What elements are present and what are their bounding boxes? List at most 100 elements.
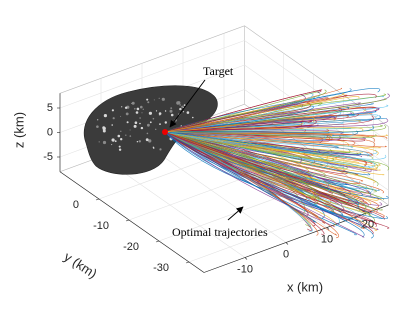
y-tick-label: -30 <box>153 262 169 274</box>
asteroid-spot <box>133 124 137 128</box>
trajectory <box>164 131 365 230</box>
asteroid-spot <box>152 146 155 148</box>
asteroid-spot <box>111 144 113 146</box>
asteroid-spot <box>182 111 185 113</box>
trajectory <box>164 120 312 133</box>
asteroid-spot <box>159 123 161 125</box>
trajectory <box>164 93 377 133</box>
asteroid-spot <box>102 126 106 131</box>
trajectory <box>164 131 367 210</box>
annotation: Optimal trajectories <box>172 225 268 239</box>
asteroid-spot <box>131 101 135 105</box>
trajectory <box>164 131 327 141</box>
asteroid-spot <box>96 125 99 128</box>
trajectory <box>164 131 378 170</box>
x-tick <box>326 227 330 230</box>
x-axis-label: x (km) <box>287 279 323 294</box>
asteroid-spot <box>152 117 155 120</box>
asteroid-spot <box>139 122 141 125</box>
asteroid-spot <box>155 128 157 130</box>
asteroid-spot <box>148 139 152 143</box>
trajectory <box>164 131 346 196</box>
asteroid-spot <box>111 124 113 126</box>
trajectory <box>164 131 387 148</box>
asteroid-spot <box>142 108 144 111</box>
asteroid-spot <box>179 104 181 106</box>
trajectory <box>164 125 374 133</box>
asteroid-spot <box>121 106 123 108</box>
trajectory <box>164 131 342 207</box>
asteroid-spot <box>145 138 149 142</box>
asteroid-spot <box>176 101 180 105</box>
trajectory <box>164 131 341 212</box>
trajectory <box>164 131 360 206</box>
axis-box <box>59 25 245 94</box>
trajectory <box>164 131 387 160</box>
trajectory <box>164 131 320 205</box>
trajectory <box>164 94 306 133</box>
asteroid-spot <box>170 107 173 109</box>
asteroid-spot <box>120 138 123 141</box>
asteroid-spot <box>181 105 184 109</box>
trajectory <box>164 131 317 223</box>
asteroid-spot <box>129 129 131 131</box>
annotation: Target <box>203 64 234 78</box>
asteroid-spot <box>140 105 143 109</box>
grid-line <box>244 64 389 167</box>
asteroid-spot <box>111 109 114 112</box>
trajectory <box>164 114 332 133</box>
asteroid-spot <box>140 126 144 130</box>
asteroid-spot <box>136 107 140 111</box>
asteroid-spot <box>148 111 152 115</box>
asteroid-spot <box>164 110 167 112</box>
y-axis <box>59 171 205 273</box>
asteroid-spot <box>125 134 127 136</box>
asteroid-spot <box>113 141 114 142</box>
asteroid-spot <box>147 123 150 127</box>
trajectory <box>164 131 376 167</box>
trajectory <box>164 131 363 229</box>
asteroid-spot <box>114 140 117 143</box>
trajectory <box>164 131 377 193</box>
trajectory <box>164 89 323 133</box>
asteroid-spot <box>192 116 194 119</box>
trajectory <box>164 131 341 183</box>
asteroid-spot <box>97 119 99 121</box>
asteroid-spot <box>147 101 150 104</box>
x-tick-label: 0 <box>283 248 289 260</box>
annotation-arrow <box>169 79 206 128</box>
x-tick-label: -10 <box>237 263 253 275</box>
trajectory <box>164 97 329 133</box>
asteroid-spot <box>118 148 122 151</box>
y-tick <box>125 219 130 222</box>
asteroid-spot <box>120 130 122 132</box>
trajectories <box>164 87 390 239</box>
z-tick-label: -5 <box>43 151 53 163</box>
asteroid-spot <box>164 121 167 124</box>
annotation-arrow <box>227 206 244 221</box>
asteroid-spot <box>124 106 128 110</box>
trajectory <box>164 131 337 159</box>
trajectory <box>164 131 362 156</box>
asteroid-spot <box>118 145 121 148</box>
grid-line <box>59 40 245 109</box>
x-tick <box>244 257 248 260</box>
asteroid-spot <box>98 141 100 143</box>
asteroid-spot <box>169 109 173 113</box>
asteroid-spot <box>138 140 141 143</box>
trajectory <box>164 106 375 133</box>
asteroid-spot <box>103 114 107 118</box>
asteroid-spot <box>161 97 165 101</box>
x-tick <box>285 242 289 245</box>
trajectory <box>164 116 315 133</box>
asteroid-spot <box>179 107 182 111</box>
asteroid-spot <box>135 111 139 114</box>
asteroid-spot <box>158 112 162 115</box>
trajectory <box>164 131 339 149</box>
x-axis <box>203 204 389 273</box>
y-tick-label: -10 <box>93 220 109 232</box>
asteroid-spot <box>126 121 129 124</box>
asteroid-spot <box>158 97 160 99</box>
asteroid-spot <box>102 140 107 145</box>
